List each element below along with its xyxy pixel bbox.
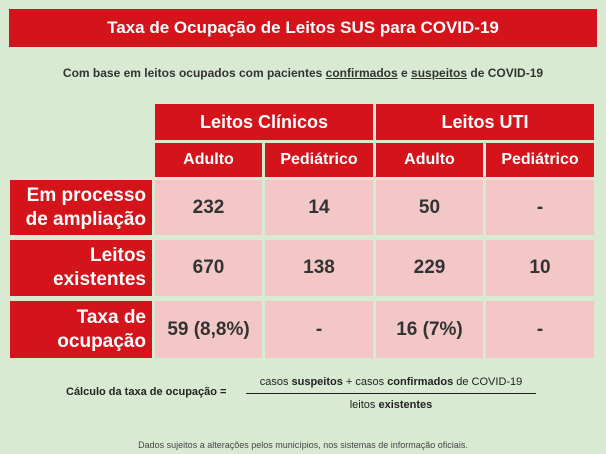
subtitle-confirmados: confirmados <box>325 66 398 80</box>
formula-label: Cálculo da taxa de ocupação = <box>66 386 227 398</box>
formula-numerator: casos suspeitos + casos confirmados de C… <box>246 376 536 388</box>
formula-den-b: existentes <box>378 399 433 411</box>
header-clinicos-pediatrico: Pediátrico <box>265 143 373 177</box>
table-cell: - <box>265 301 373 358</box>
row-label-line2: existentes <box>53 269 146 290</box>
row-label-line1: Leitos <box>90 245 146 266</box>
subtitle-suffix: de COVID-19 <box>467 66 544 80</box>
row-label-leitos-existentes: Leitos existentes <box>10 240 152 296</box>
formula-num-b: suspeitos <box>291 376 343 388</box>
row-label-line2: ocupação <box>57 330 146 352</box>
formula-den-a: leitos <box>349 399 379 411</box>
table-cell: 16 (7%) <box>376 301 483 358</box>
header-leitos-clinicos: Leitos Clínicos <box>155 104 373 140</box>
formula-num-a: casos <box>259 376 292 388</box>
formula: Cálculo da taxa de ocupação = casos susp… <box>0 372 606 416</box>
row-label-taxa-ocupacao: Taxa de ocupação <box>10 301 152 358</box>
row-label-line2: de ampliação <box>25 208 146 230</box>
table-cell: 50 <box>376 180 483 235</box>
table-cell: 10 <box>486 240 594 296</box>
header-uti-adulto: Adulto <box>376 143 483 177</box>
table-cell: - <box>486 301 594 358</box>
formula-num-d: confirmados <box>387 376 454 388</box>
subtitle: Com base em leitos ocupados com paciente… <box>0 66 606 80</box>
table-cell: 229 <box>376 240 483 296</box>
table-cell: 138 <box>265 240 373 296</box>
subtitle-prefix: Com base em leitos ocupados com paciente… <box>62 66 326 80</box>
subtitle-mid: e <box>397 66 412 80</box>
page-title: Taxa de Ocupação de Leitos SUS para COVI… <box>9 9 597 47</box>
header-uti-pediatrico: Pediátrico <box>486 143 594 177</box>
formula-denominator: leitos existentes <box>246 399 536 411</box>
table-cell: 670 <box>155 240 262 296</box>
table-cell: 232 <box>155 180 262 235</box>
header-clinicos-adulto: Adulto <box>155 143 262 177</box>
header-leitos-uti: Leitos UTI <box>376 104 594 140</box>
formula-num-c: + casos <box>342 376 388 388</box>
formula-num-e: de COVID-19 <box>453 376 523 388</box>
table-cell: 59 (8,8%) <box>155 301 262 358</box>
table-cell: 14 <box>265 180 373 235</box>
row-label-em-processo: Em processo de ampliação <box>10 180 152 235</box>
footer-note: Dados sujeitos a alterações pelos municí… <box>138 440 468 450</box>
fraction-bar <box>246 393 536 394</box>
subtitle-suspeitos: suspeitos <box>411 66 468 80</box>
table-cell: - <box>486 180 594 235</box>
row-label-line1: Taxa de <box>76 306 146 328</box>
row-label-line1: Em processo <box>26 184 146 206</box>
